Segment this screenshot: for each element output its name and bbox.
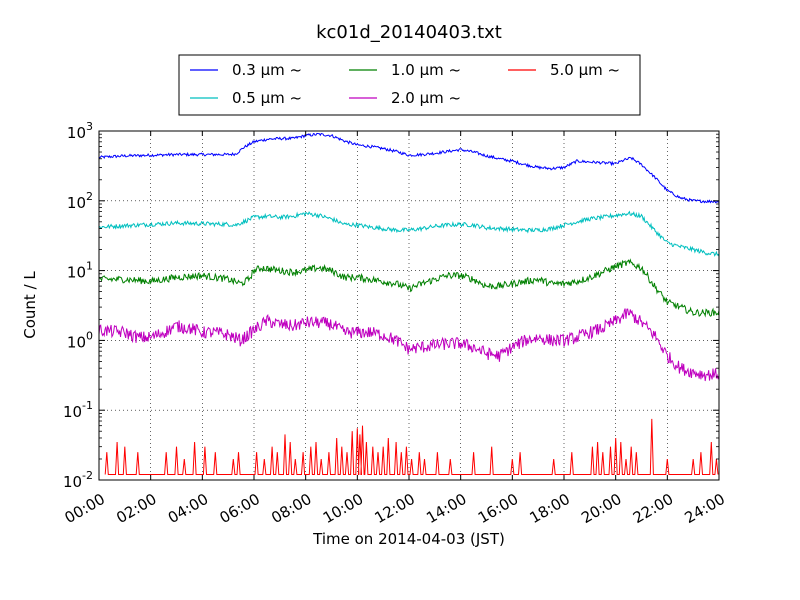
y-tick-labels: 103 102 101 100 10-1 10-2 — [63, 120, 93, 491]
legend-label-1: 0.3 μm ~ — [232, 61, 302, 79]
series-line-1 — [99, 132, 719, 204]
legend-label-2: 0.5 μm ~ — [232, 89, 302, 107]
legend-label-4: 2.0 μm ~ — [391, 89, 461, 107]
series-line-2 — [99, 210, 719, 257]
y-tick-label: 103 — [67, 120, 93, 142]
series-line-3 — [99, 258, 719, 318]
legend-label-5: 5.0 μm ~ — [550, 61, 620, 79]
y-tick-label: 101 — [67, 260, 93, 282]
grid — [99, 131, 719, 480]
y-tick-label: 10-1 — [63, 399, 93, 421]
y-tick-label: 10-2 — [63, 469, 93, 491]
legend: 0.3 μm ~ 0.5 μm ~ 1.0 μm ~ 2.0 μm ~ 5.0 μm ~ — [178, 54, 641, 116]
series-line-4 — [99, 308, 719, 382]
y-tick-label: 100 — [67, 329, 93, 351]
chart-title: kc01d_20140403.txt — [316, 22, 502, 43]
legend-label-3: 1.0 μm ~ — [391, 61, 461, 79]
y-axis-label: Count / L — [21, 271, 39, 339]
y-tick-label: 102 — [67, 190, 93, 212]
series-line-5 — [104, 418, 719, 475]
ticks — [98, 130, 720, 481]
x-axis-label: Time on 2014-04-03 (JST) — [312, 530, 505, 548]
series-layer — [99, 132, 719, 475]
legend-box — [178, 54, 641, 116]
